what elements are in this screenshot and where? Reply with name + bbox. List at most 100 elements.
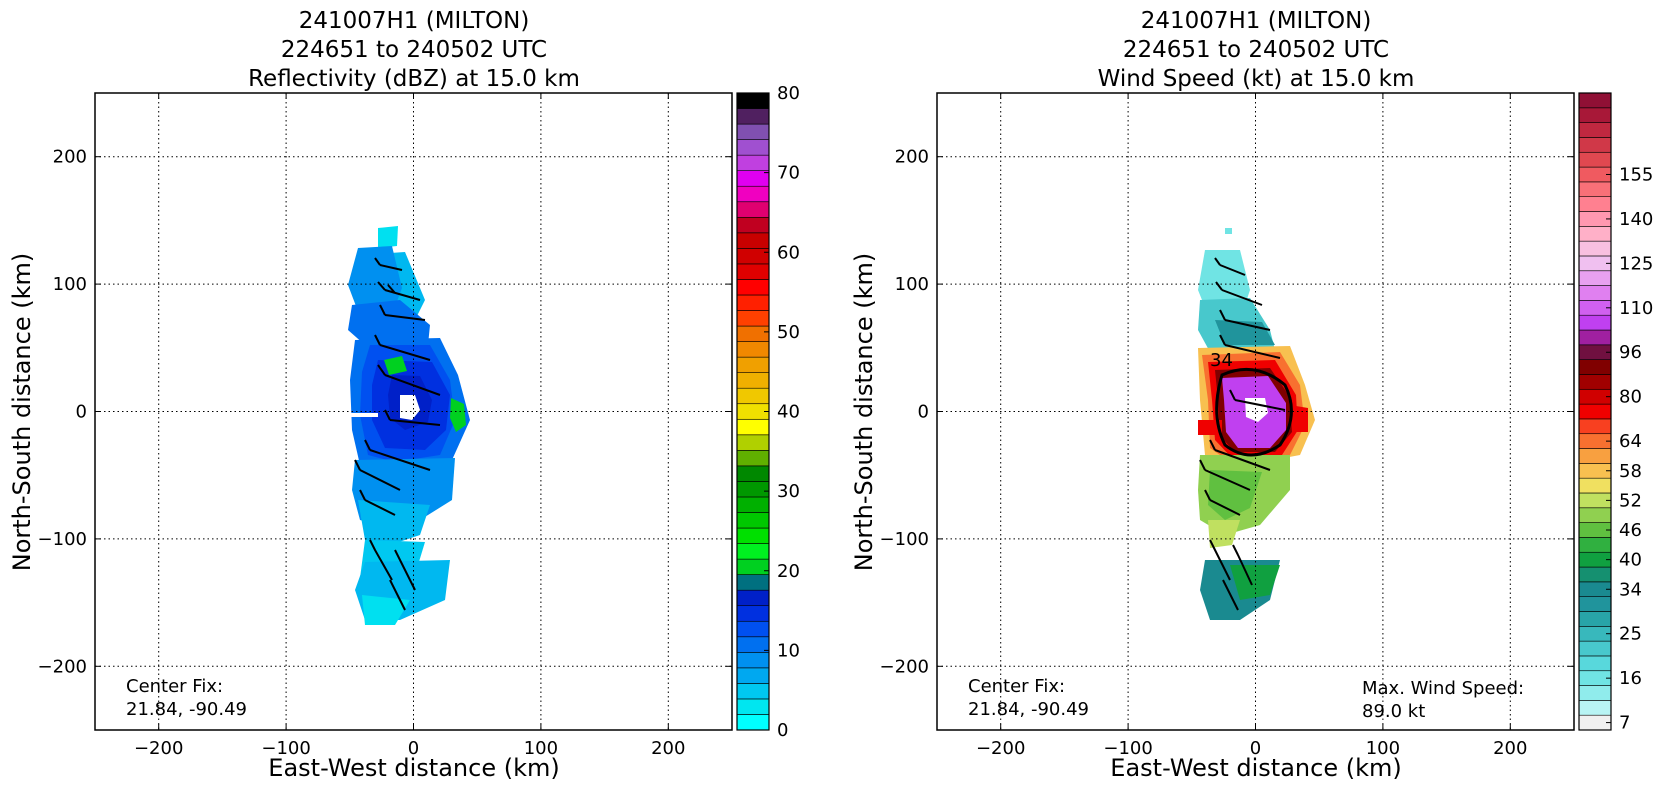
reflectivity-colorbar-band bbox=[736, 92, 770, 109]
reflectivity-xtick-label: −100 bbox=[261, 738, 310, 759]
wind-colorbar-band bbox=[1578, 181, 1612, 197]
reflectivity-colorbar-band bbox=[736, 154, 770, 171]
reflectivity-colorbar-label: 60 bbox=[777, 242, 800, 263]
reflectivity-colorbar-band bbox=[736, 527, 770, 544]
wind-colorbar-label: 46 bbox=[1619, 520, 1642, 541]
reflectivity-ytick-label: −200 bbox=[38, 656, 87, 677]
reflectivity-colorbar-band bbox=[736, 201, 770, 218]
reflectivity-xtick-label: 100 bbox=[524, 738, 558, 759]
wind-ytick-label: −200 bbox=[880, 656, 929, 677]
wind-colorbar-band bbox=[1578, 196, 1612, 212]
reflectivity-title-line2: 224651 to 240502 UTC bbox=[281, 37, 547, 63]
reflectivity-colorbar-band bbox=[736, 279, 770, 296]
reflectivity-center-fix-value: 21.84, -90.49 bbox=[126, 699, 247, 720]
reflectivity-colorbar-band bbox=[736, 512, 770, 529]
wind-colorbar-label: 34 bbox=[1619, 579, 1642, 600]
reflectivity-colorbar-label: 0 bbox=[777, 720, 788, 741]
wind-colorbar-frame bbox=[1578, 92, 1612, 731]
wind-colorbar-band bbox=[1578, 685, 1612, 701]
wind-colorbar-band bbox=[1578, 92, 1612, 109]
wind-title-line3: Wind Speed (kt) at 15.0 km bbox=[1098, 66, 1415, 92]
wind-colorbar-band bbox=[1578, 507, 1612, 523]
reflectivity-field bbox=[348, 226, 470, 625]
reflectivity-panel: 241007H1 (MILTON) 224651 to 240502 UTC R… bbox=[8, 8, 800, 782]
wind-y-axis-label: North-South distance (km) bbox=[850, 253, 878, 572]
reflectivity-colorbar-band bbox=[736, 341, 770, 358]
reflectivity-colorbar-band bbox=[736, 108, 770, 125]
wind-colorbar-band bbox=[1578, 566, 1612, 583]
reflectivity-colorbar-band bbox=[736, 481, 770, 498]
reflectivity-colorbar-band bbox=[736, 232, 770, 249]
wind-title-line2: 224651 to 240502 UTC bbox=[1123, 37, 1389, 63]
max-wind-speed-value: 89.0 kt bbox=[1362, 701, 1425, 722]
reflectivity-colorbar-band bbox=[736, 263, 770, 280]
wind-colorbar-band bbox=[1578, 611, 1612, 627]
reflectivity-colorbar-band bbox=[736, 620, 770, 638]
wind-colorbar-label: 96 bbox=[1619, 342, 1642, 363]
reflectivity-xtick-label: 200 bbox=[651, 738, 685, 759]
reflectivity-colorbar-band bbox=[736, 123, 770, 140]
reflectivity-colorbar-band bbox=[736, 372, 770, 389]
wind-colorbar-label: 110 bbox=[1619, 298, 1653, 319]
wind-colorbar-band bbox=[1578, 640, 1612, 657]
wind-colorbar-band bbox=[1578, 270, 1612, 286]
wind-xtick-label: 200 bbox=[1493, 738, 1527, 759]
reflectivity-xtick-label: 0 bbox=[408, 738, 419, 759]
reflectivity-colorbar-band bbox=[736, 450, 770, 467]
wind-center-fix-label: Center Fix: bbox=[968, 676, 1065, 697]
reflectivity-ticks: −200 −100 0 100 200 −200 −100 0 100 200 bbox=[38, 93, 732, 759]
wind-xtick-label: 0 bbox=[1250, 738, 1261, 759]
wind-colorbar-label: 80 bbox=[1619, 387, 1642, 408]
wind-colorbar-band bbox=[1578, 137, 1612, 153]
reflectivity-colorbar-label: 10 bbox=[777, 640, 800, 661]
wind-title-line1: 241007H1 (MILTON) bbox=[1141, 8, 1372, 34]
wind-colorbar-label: 58 bbox=[1619, 461, 1642, 482]
reflectivity-colorbar-band bbox=[736, 387, 770, 405]
reflectivity-colorbar-band bbox=[736, 356, 770, 373]
reflectivity-colorbar-band bbox=[736, 574, 770, 591]
wind-colorbar-label: 155 bbox=[1619, 164, 1653, 185]
wind-colorbar-band bbox=[1578, 122, 1612, 138]
reflectivity-colorbar-label: 40 bbox=[777, 402, 800, 423]
reflectivity-colorbar-band bbox=[736, 418, 770, 436]
wind-xtick-label: −200 bbox=[976, 738, 1025, 759]
wind-colorbar-band bbox=[1578, 418, 1612, 435]
wind-colorbar-band bbox=[1578, 285, 1612, 301]
reflectivity-colorbar-label: 20 bbox=[777, 561, 800, 582]
reflectivity-colorbar-band bbox=[736, 185, 770, 203]
reflectivity-colorbar-band bbox=[736, 216, 770, 234]
reflectivity-ytick-label: −100 bbox=[38, 529, 87, 550]
max-wind-speed-label: Max. Wind Speed: bbox=[1362, 678, 1524, 699]
reflectivity-ytick-label: 100 bbox=[53, 274, 87, 295]
reflectivity-center-fix-label: Center Fix: bbox=[126, 676, 223, 697]
wind-colorbar-band bbox=[1578, 374, 1612, 390]
reflectivity-colorbar-band bbox=[736, 558, 770, 575]
reflectivity-colorbar-band bbox=[736, 325, 770, 342]
wind-colorbar-label: 7 bbox=[1619, 713, 1630, 734]
wind-ytick-label: 100 bbox=[895, 274, 929, 295]
wind-center-fix-value: 21.84, -90.49 bbox=[968, 699, 1089, 720]
wind-colorbar-band bbox=[1578, 403, 1612, 420]
reflectivity-colorbar-label: 50 bbox=[777, 322, 800, 343]
wind-colorbar-band bbox=[1578, 314, 1612, 331]
wind-colorbar-band bbox=[1578, 240, 1612, 257]
wind-colorbar-band bbox=[1578, 329, 1612, 346]
reflectivity-x-axis-label: East-West distance (km) bbox=[268, 754, 559, 782]
wind-speed-field: 34 bbox=[1198, 228, 1315, 620]
reflectivity-title-line3: Reflectivity (dBZ) at 15.0 km bbox=[248, 66, 580, 92]
wind-xtick-label: −100 bbox=[1103, 738, 1152, 759]
wind-colorbar-band bbox=[1578, 107, 1612, 123]
reflectivity-colorbar-band bbox=[736, 714, 770, 731]
wind-colorbar-label: 52 bbox=[1619, 490, 1642, 511]
reflectivity-colorbar-band bbox=[736, 496, 770, 513]
reflectivity-colorbar-band bbox=[736, 605, 770, 622]
wind-colorbar-label: 64 bbox=[1619, 431, 1642, 452]
wind-ytick-label: −100 bbox=[880, 529, 929, 550]
wind-colorbar-band bbox=[1578, 537, 1612, 553]
wind-colorbar-band bbox=[1578, 226, 1612, 242]
reflectivity-colorbar-band bbox=[736, 698, 770, 715]
wind-ytick-label: 200 bbox=[895, 147, 929, 168]
wind-colorbar-band bbox=[1578, 359, 1612, 375]
wind-colorbar-label: 140 bbox=[1619, 209, 1653, 230]
reflectivity-colorbar-band bbox=[736, 652, 770, 669]
